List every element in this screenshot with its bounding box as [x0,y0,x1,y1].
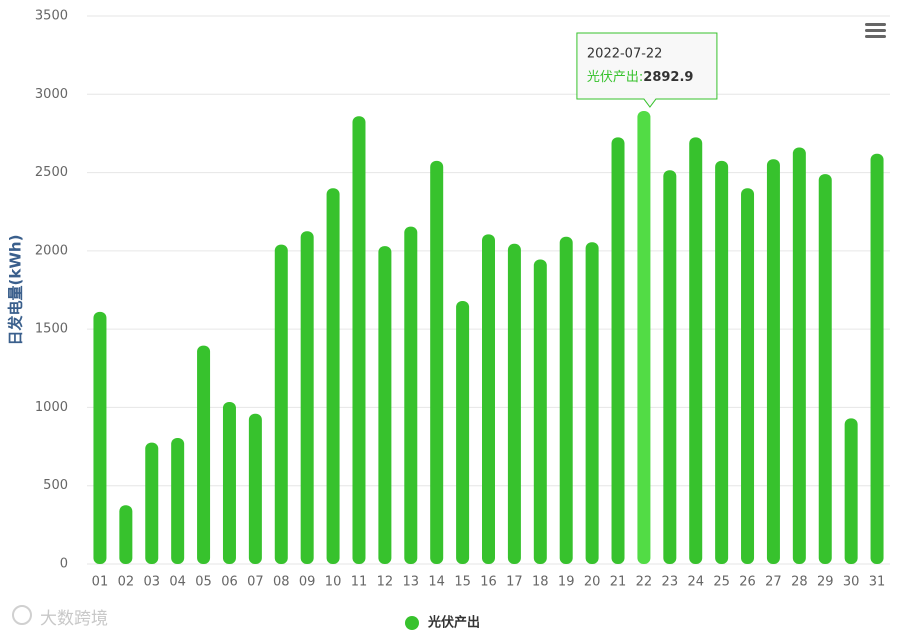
x-tick-label: 07 [247,575,264,590]
bar [507,243,521,564]
tooltip-box [576,32,718,108]
x-tick-label: 06 [221,575,238,590]
x-tick-label: 26 [739,575,756,590]
bar [637,111,651,565]
bar [456,300,470,564]
x-tick-label: 21 [610,575,627,590]
bar [119,505,133,564]
bar [533,259,547,564]
bar [715,160,729,565]
y-tick-label: 2500 [35,165,68,180]
y-tick-label: 0 [60,557,68,572]
x-tick-label: 22 [636,575,653,590]
y-tick-label: 1500 [35,322,68,337]
bar [274,244,288,564]
y-tick-label: 2000 [35,243,68,258]
x-tick-label: 04 [169,575,186,590]
x-tick-label: 14 [428,575,445,590]
x-tick-label: 12 [377,575,394,590]
bar [145,442,159,564]
y-axis-title: 日发电量(kWh) [7,235,25,346]
x-tick-label: 13 [403,575,420,590]
legend-marker [405,616,419,630]
bar [300,231,314,565]
bar [430,160,444,565]
bar [611,137,625,565]
y-tick-label: 500 [43,478,68,493]
y-tick-label: 3000 [35,87,68,102]
bar [326,188,340,564]
bar [870,153,884,565]
x-tick-label: 15 [454,575,471,590]
x-tick-label: 28 [791,575,808,590]
x-tick-label: 09 [299,575,316,590]
x-tick-label: 20 [584,575,601,590]
bar [741,188,755,564]
bar [792,147,806,564]
bar [197,345,211,564]
bar [93,311,107,564]
y-tick-label: 3500 [35,9,68,24]
x-tick-label: 27 [765,575,782,590]
legend-label: 光伏产出 [427,615,480,631]
x-tick-label: 01 [92,575,109,590]
x-tick-label: 08 [273,575,290,590]
x-tick-label: 18 [532,575,549,590]
x-tick-label: 31 [869,575,886,590]
x-tick-label: 16 [480,575,497,590]
x-tick-label: 11 [351,575,368,590]
bar [689,137,703,565]
tooltip-value-line: 光伏产出:2892.9 [587,70,694,85]
bar [171,437,185,564]
bar [482,234,495,564]
watermark: 大数跨境 [40,609,108,629]
tooltip-value: 2892.9 [643,70,693,85]
x-tick-label: 10 [325,575,342,590]
x-tick-label: 02 [118,575,135,590]
bar [404,226,418,565]
watermark-logo [12,605,32,625]
x-tick-label: 30 [843,575,860,590]
tooltip-date: 2022-07-22 [587,47,663,62]
y-tick-label: 1000 [35,400,68,415]
x-tick-label: 25 [713,575,730,590]
bar [585,242,599,564]
x-tick-label: 23 [662,575,679,590]
menu-bar[interactable] [865,29,886,32]
x-tick-label: 29 [817,575,834,590]
tooltip-series: 光伏产出: [587,70,643,85]
x-tick-label: 19 [558,575,575,590]
bar [844,418,858,564]
bar [378,246,392,564]
x-tick-label: 17 [506,575,523,590]
bar [559,236,573,564]
x-tick-label: 24 [687,575,704,590]
bar [222,401,236,564]
bar [248,413,262,564]
menu-bar[interactable] [865,35,886,38]
menu-bar[interactable] [865,23,886,26]
bar [818,174,832,564]
bar [352,116,366,564]
bar [766,159,780,564]
x-tick-label: 05 [195,575,212,590]
x-tick-label: 03 [143,575,160,590]
menu-button[interactable] [865,23,886,38]
bar [663,170,677,565]
